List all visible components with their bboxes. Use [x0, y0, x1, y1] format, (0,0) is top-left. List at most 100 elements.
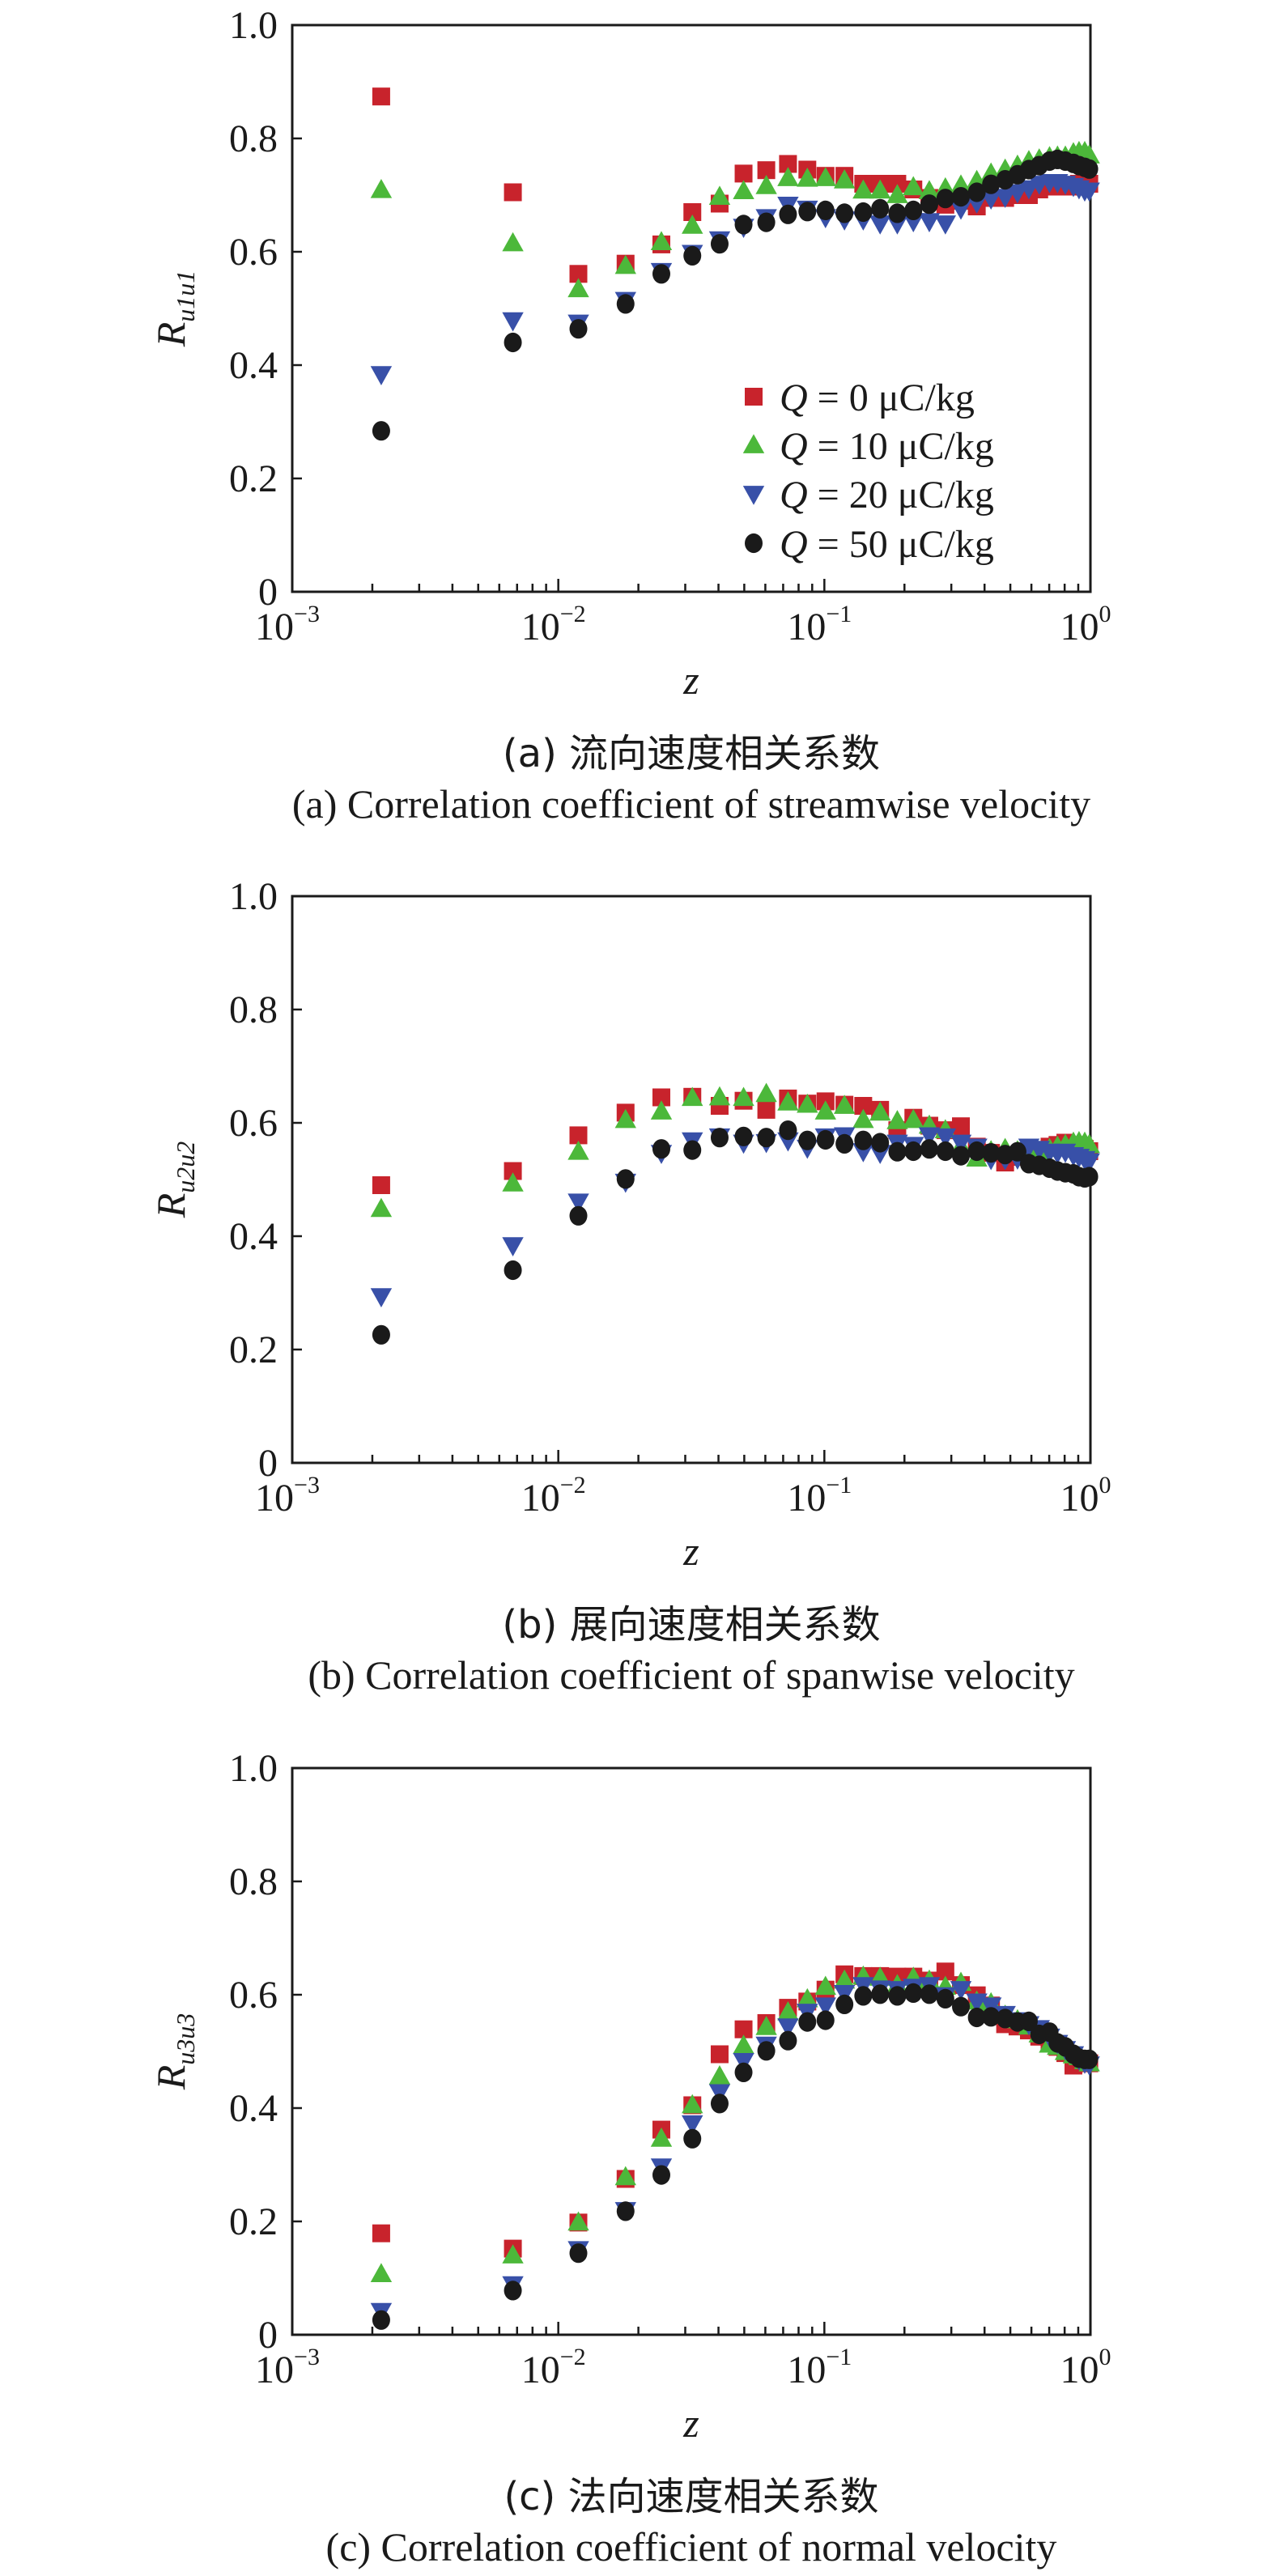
data-point — [755, 1082, 777, 1103]
data-point — [967, 2007, 986, 2028]
data-point — [950, 200, 972, 220]
triangle-up-marker-icon — [742, 434, 765, 453]
data-point — [886, 184, 908, 203]
x-tick-label: 100 — [1060, 601, 1111, 648]
data-point — [779, 1120, 797, 1141]
data-point — [614, 1108, 636, 1129]
data-point — [886, 1110, 908, 1129]
data-point — [871, 1133, 890, 1153]
series-3 — [372, 149, 1099, 441]
data-point — [1078, 1133, 1100, 1154]
data-point — [710, 1128, 729, 1148]
data-point — [682, 1086, 703, 1107]
data-point — [854, 1097, 873, 1115]
data-point — [504, 332, 522, 353]
data-point — [569, 2243, 588, 2264]
data-point — [504, 183, 522, 202]
data-point — [372, 2224, 390, 2242]
caption-cn: (b) 展向速度相关系数 — [502, 1602, 880, 1647]
circle-marker-icon — [745, 533, 763, 554]
data-point — [370, 366, 393, 385]
data-point — [833, 169, 856, 189]
caption-cn: (c) 法向速度相关系数 — [504, 2474, 878, 2519]
data-point — [918, 180, 941, 199]
data-point — [372, 1324, 390, 1345]
data-point — [734, 1126, 753, 1146]
data-point — [683, 203, 702, 221]
data-point — [710, 2045, 729, 2064]
data-point — [888, 1141, 907, 1162]
data-point — [982, 2007, 1001, 2027]
data-point — [833, 1969, 856, 1989]
data-point — [1080, 1167, 1099, 1187]
y-tick-label: 1.0 — [229, 875, 278, 918]
data-point — [683, 2128, 702, 2149]
data-point — [869, 1101, 891, 1121]
data-point — [798, 1130, 817, 1150]
data-point — [903, 176, 924, 196]
data-point — [833, 1095, 856, 1114]
data-point — [777, 2000, 799, 2021]
y-tick-label: 0.2 — [229, 457, 278, 500]
data-point — [888, 175, 907, 193]
data-point — [816, 1129, 835, 1150]
x-tick-label: 10−1 — [787, 1472, 852, 1520]
series-3 — [372, 1120, 1099, 1345]
data-point — [982, 1143, 1001, 1163]
data-point — [734, 2062, 753, 2082]
data-point — [370, 1288, 393, 1307]
chart-b: 0 0.2 0.4 0.6 0.8 1.0 10−3 10−2 10−1 100 z Ru2u2 (b)… — [148, 875, 1111, 1698]
y-tick-label: 0 — [258, 571, 278, 614]
data-point — [904, 200, 923, 220]
legend: Q = 0 μC/kg Q = 10 μC/kg Q = 20 μC/kg Q = 5… — [742, 376, 994, 566]
legend-label: Q = 20 μC/kg — [780, 474, 994, 516]
data-point — [502, 2244, 524, 2264]
data-point — [903, 1108, 924, 1129]
data-point — [652, 264, 670, 284]
data-point — [777, 1091, 799, 1111]
legend-label: Q = 10 μC/kg — [780, 425, 994, 468]
data-point — [1008, 1141, 1026, 1162]
y-axis-label: Ru2u2 — [148, 1141, 200, 1219]
data-point — [567, 1193, 589, 1214]
data-point — [798, 2012, 817, 2032]
data-point — [797, 167, 818, 187]
data-point — [777, 2018, 799, 2038]
plot-frame — [291, 1766, 1092, 2336]
data-point — [854, 1130, 873, 1150]
data-point — [652, 2165, 670, 2185]
data-point — [504, 1260, 522, 1281]
data-point — [682, 2115, 703, 2135]
data-point — [777, 167, 799, 186]
data-point — [757, 1128, 776, 1148]
data-point — [1078, 182, 1100, 202]
data-point — [370, 1197, 393, 1218]
x-tick-label: 10−3 — [255, 2344, 320, 2391]
data-point — [1019, 2011, 1038, 2031]
data-point — [504, 1162, 522, 1180]
y-tick-label: 1.0 — [229, 4, 278, 47]
y-tick-label: 0.8 — [229, 988, 278, 1031]
data-point — [835, 1133, 854, 1154]
data-point — [797, 1987, 818, 2008]
data-point — [814, 1997, 836, 2017]
legend-item: Q = 0 μC/kg — [745, 376, 975, 419]
square-marker-icon — [745, 388, 763, 406]
data-point — [734, 215, 753, 235]
caption-cn: (a) 流向速度相关系数 — [503, 731, 880, 776]
data-point — [372, 2310, 390, 2330]
data-point — [734, 164, 753, 183]
x-tick-label: 10−1 — [787, 601, 852, 648]
data-point — [835, 1994, 854, 2014]
data-point — [502, 232, 524, 252]
data-point — [779, 155, 797, 173]
data-point — [733, 2034, 754, 2054]
data-point — [710, 234, 729, 254]
data-point — [814, 1100, 836, 1120]
y-tick-label: 0.4 — [229, 1215, 278, 1258]
legend-label: Q = 0 μC/kg — [780, 376, 975, 419]
data-point — [734, 2020, 753, 2038]
data-point — [920, 1139, 938, 1159]
data-point — [871, 198, 890, 219]
y-tick-label: 0.6 — [229, 231, 278, 274]
